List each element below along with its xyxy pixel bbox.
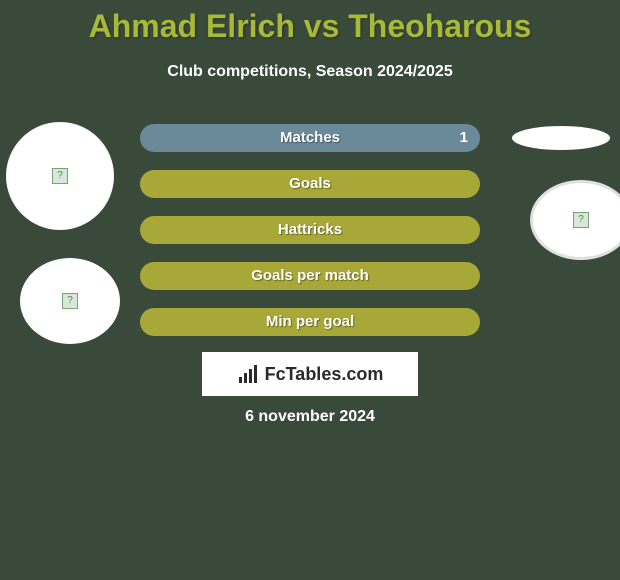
stats-bars: Matches 1 Goals Hattricks Goals per matc… [140,124,480,354]
missing-image-icon [52,168,68,184]
bar-matches: Matches 1 [140,124,480,152]
bar-value: 1 [460,124,468,152]
player-avatar-left-1 [6,122,114,230]
bar-label: Goals [140,170,480,198]
decor-ellipse [512,126,610,150]
bar-goals: Goals [140,170,480,198]
bar-hattricks: Hattricks [140,216,480,244]
missing-image-icon [573,212,589,228]
page-title: Ahmad Elrich vs Theoharous [0,0,620,45]
player-avatar-right [530,180,620,260]
bar-goals-per-match: Goals per match [140,262,480,290]
bar-label: Hattricks [140,216,480,244]
bar-min-per-goal: Min per goal [140,308,480,336]
missing-image-icon [62,293,78,309]
bar-label: Matches [140,124,480,152]
page-subtitle: Club competitions, Season 2024/2025 [0,63,620,81]
site-logo: FcTables.com [202,352,418,396]
bar-label: Goals per match [140,262,480,290]
bar-label: Min per goal [140,308,480,336]
logo-text: FcTables.com [265,364,384,385]
bars-icon [237,363,259,385]
player-avatar-left-2 [20,258,120,344]
date-text: 6 november 2024 [0,408,620,426]
